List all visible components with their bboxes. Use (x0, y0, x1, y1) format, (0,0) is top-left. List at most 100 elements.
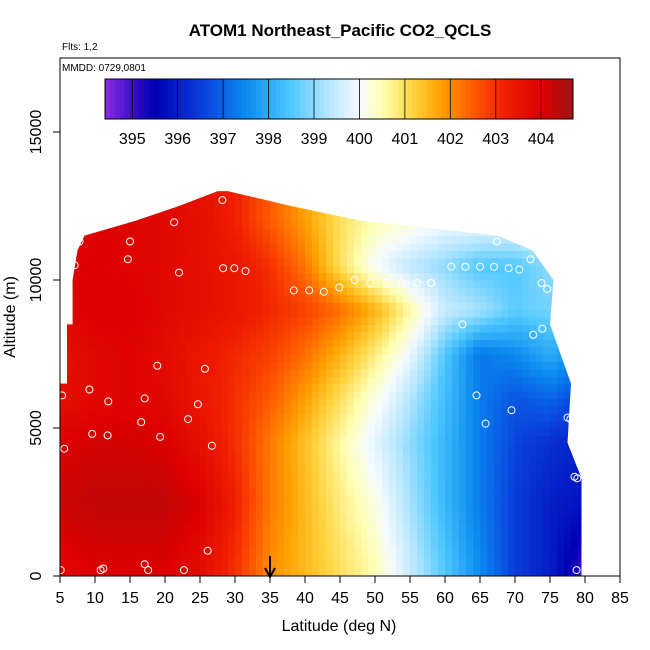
field-cell (137, 561, 145, 570)
field-cell (102, 442, 110, 451)
field-cell (550, 272, 558, 281)
field-cell (326, 309, 334, 318)
field-cell (564, 361, 572, 370)
field-cell (312, 405, 320, 414)
field-cell (438, 457, 446, 466)
field-cell (431, 265, 439, 274)
field-cell (326, 539, 334, 547)
field-cell (382, 309, 390, 318)
field-cell (368, 228, 376, 237)
field-cell (494, 354, 502, 362)
field-cell (326, 317, 334, 325)
field-cell (424, 213, 432, 222)
field-cell (123, 368, 131, 377)
field-cell (277, 206, 285, 214)
field-cell (123, 324, 131, 333)
field-cell (144, 546, 152, 555)
field-cell (431, 457, 439, 466)
field-cell (550, 420, 558, 429)
field-cell (473, 317, 481, 325)
field-cell (417, 220, 425, 229)
field-cell (529, 457, 537, 466)
field-cell (116, 531, 124, 540)
field-cell (263, 383, 271, 392)
field-cell (333, 516, 341, 525)
field-cell (123, 524, 131, 533)
field-cell (74, 339, 82, 348)
field-cell (417, 191, 425, 192)
field-cell (270, 376, 278, 385)
field-cell (452, 494, 460, 503)
field-cell (158, 502, 166, 510)
field-cell (466, 228, 474, 237)
field-cell (515, 331, 523, 340)
field-cell (158, 280, 166, 288)
field-cell (578, 213, 582, 222)
field-cell (172, 457, 180, 466)
field-cell (557, 398, 565, 407)
field-cell (298, 428, 306, 436)
field-cell (578, 561, 582, 570)
field-cell (270, 294, 278, 303)
field-cell (417, 317, 425, 325)
field-cell (536, 487, 544, 496)
field-cell (81, 287, 89, 296)
field-cell (270, 213, 278, 222)
field-cell (151, 546, 159, 555)
field-cell (123, 502, 131, 510)
field-cell (361, 361, 369, 370)
field-cell (452, 302, 460, 311)
field-cell (347, 235, 355, 244)
field-cell (312, 398, 320, 407)
field-cell (459, 405, 467, 414)
field-cell (165, 265, 173, 274)
field-cell (172, 546, 180, 555)
field-cell (144, 539, 152, 547)
field-cell (109, 361, 117, 370)
field-cell (179, 502, 187, 510)
field-cell (123, 494, 131, 503)
field-cell (207, 450, 215, 459)
field-cell (221, 191, 229, 200)
field-cell (270, 257, 278, 266)
field-cell (508, 465, 516, 473)
field-cell (340, 457, 348, 466)
field-cell (368, 539, 376, 547)
field-cell (249, 442, 257, 451)
field-cell (459, 213, 467, 222)
field-cell (326, 428, 334, 436)
sample-point (137, 418, 146, 427)
field-cell (536, 450, 544, 459)
field-cell (501, 294, 509, 303)
field-cell (571, 479, 579, 488)
field-cell (319, 428, 327, 436)
field-cell (88, 376, 96, 385)
field-cell (389, 531, 397, 540)
field-cell (228, 206, 236, 214)
field-cell (179, 213, 187, 222)
field-cell (193, 324, 201, 333)
field-cell (480, 465, 488, 473)
field-cell (578, 479, 582, 488)
field-cell (459, 398, 467, 407)
field-cell (151, 257, 159, 266)
colorbar-cell (382, 79, 389, 119)
field-cell (67, 309, 75, 318)
field-cell (137, 524, 145, 533)
field-cell (543, 309, 551, 318)
field-cell (109, 465, 117, 473)
field-cell (333, 428, 341, 436)
field-cell (102, 206, 110, 214)
field-cell (312, 280, 320, 288)
colorbar-cell (470, 79, 476, 119)
field-cell (515, 235, 523, 244)
field-cell (151, 413, 159, 422)
field-cell (102, 383, 110, 392)
field-cell (277, 450, 285, 459)
field-cell (564, 272, 572, 281)
field-cell (284, 280, 292, 288)
field-cell (438, 243, 446, 251)
field-cell (326, 294, 334, 303)
field-cell (214, 294, 222, 303)
field-cell (235, 465, 243, 473)
